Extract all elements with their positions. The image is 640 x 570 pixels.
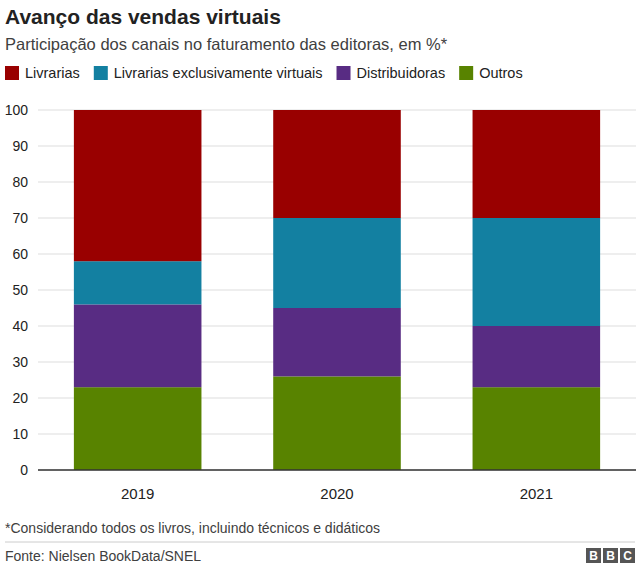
bars (74, 110, 600, 470)
y-tick-label: 0 (20, 462, 28, 478)
legend-label: Livrarias exclusivamente virtuais (114, 65, 323, 81)
bar-segment (473, 110, 601, 218)
logo-box (603, 548, 618, 563)
bar-segment (473, 218, 601, 326)
legend-swatch (459, 66, 473, 80)
y-tick-label: 60 (12, 246, 28, 262)
x-axis-line (38, 469, 636, 471)
bar-segment (273, 308, 401, 376)
bar-segment (273, 110, 401, 218)
logo: BBC (586, 548, 635, 563)
bar-segment (74, 110, 202, 261)
bar-segment (473, 326, 601, 387)
y-tick-label: 90 (12, 138, 28, 154)
legend-swatch (5, 66, 19, 80)
footer-rule (5, 542, 635, 543)
y-tick-label: 100 (5, 102, 29, 118)
footnote: *Considerando todos os livros, incluindo… (5, 520, 380, 536)
logo-letter: B (606, 549, 615, 563)
legend-swatch (94, 66, 108, 80)
bar-segment (473, 387, 601, 470)
legend-label: Distribuidoras (357, 65, 446, 81)
logo-box (586, 548, 601, 563)
logo-box (620, 548, 635, 563)
y-tick-label: 40 (12, 318, 28, 334)
bar-segment (273, 218, 401, 308)
grid-line (38, 470, 636, 471)
chart: Avanço das vendas virtuais Participação d… (0, 0, 640, 570)
y-tick-label: 50 (12, 282, 28, 298)
logo-letter: B (589, 549, 598, 563)
y-tick-label: 10 (12, 426, 28, 442)
legend-label: Outros (479, 65, 523, 81)
source: Fonte: Nielsen BookData/SNEL (5, 548, 201, 564)
y-axis: 0 10 20 30 40 50 60 70 80 90 100 (5, 102, 636, 478)
x-tick-label: 2019 (121, 485, 154, 502)
legend-swatch (337, 66, 351, 80)
x-tick-label: 2020 (320, 485, 353, 502)
title: Avanço das vendas virtuais (5, 5, 281, 28)
bar-segment (74, 387, 202, 470)
subtitle: Participação dos canais no faturamento d… (5, 35, 448, 53)
legend-label: Livrarias (25, 65, 80, 81)
x-tick-label: 2021 (520, 485, 553, 502)
y-tick-label: 20 (12, 390, 28, 406)
y-tick-label: 70 (12, 210, 28, 226)
bar-segment (273, 376, 401, 470)
bar-segment (74, 304, 202, 387)
logo-letter: C (623, 549, 632, 563)
y-tick-label: 80 (12, 174, 28, 190)
bar-segment (74, 261, 202, 304)
legend: Livrarias Livrarias exclusivamente virtua… (5, 65, 523, 81)
y-tick-label: 30 (12, 354, 28, 370)
